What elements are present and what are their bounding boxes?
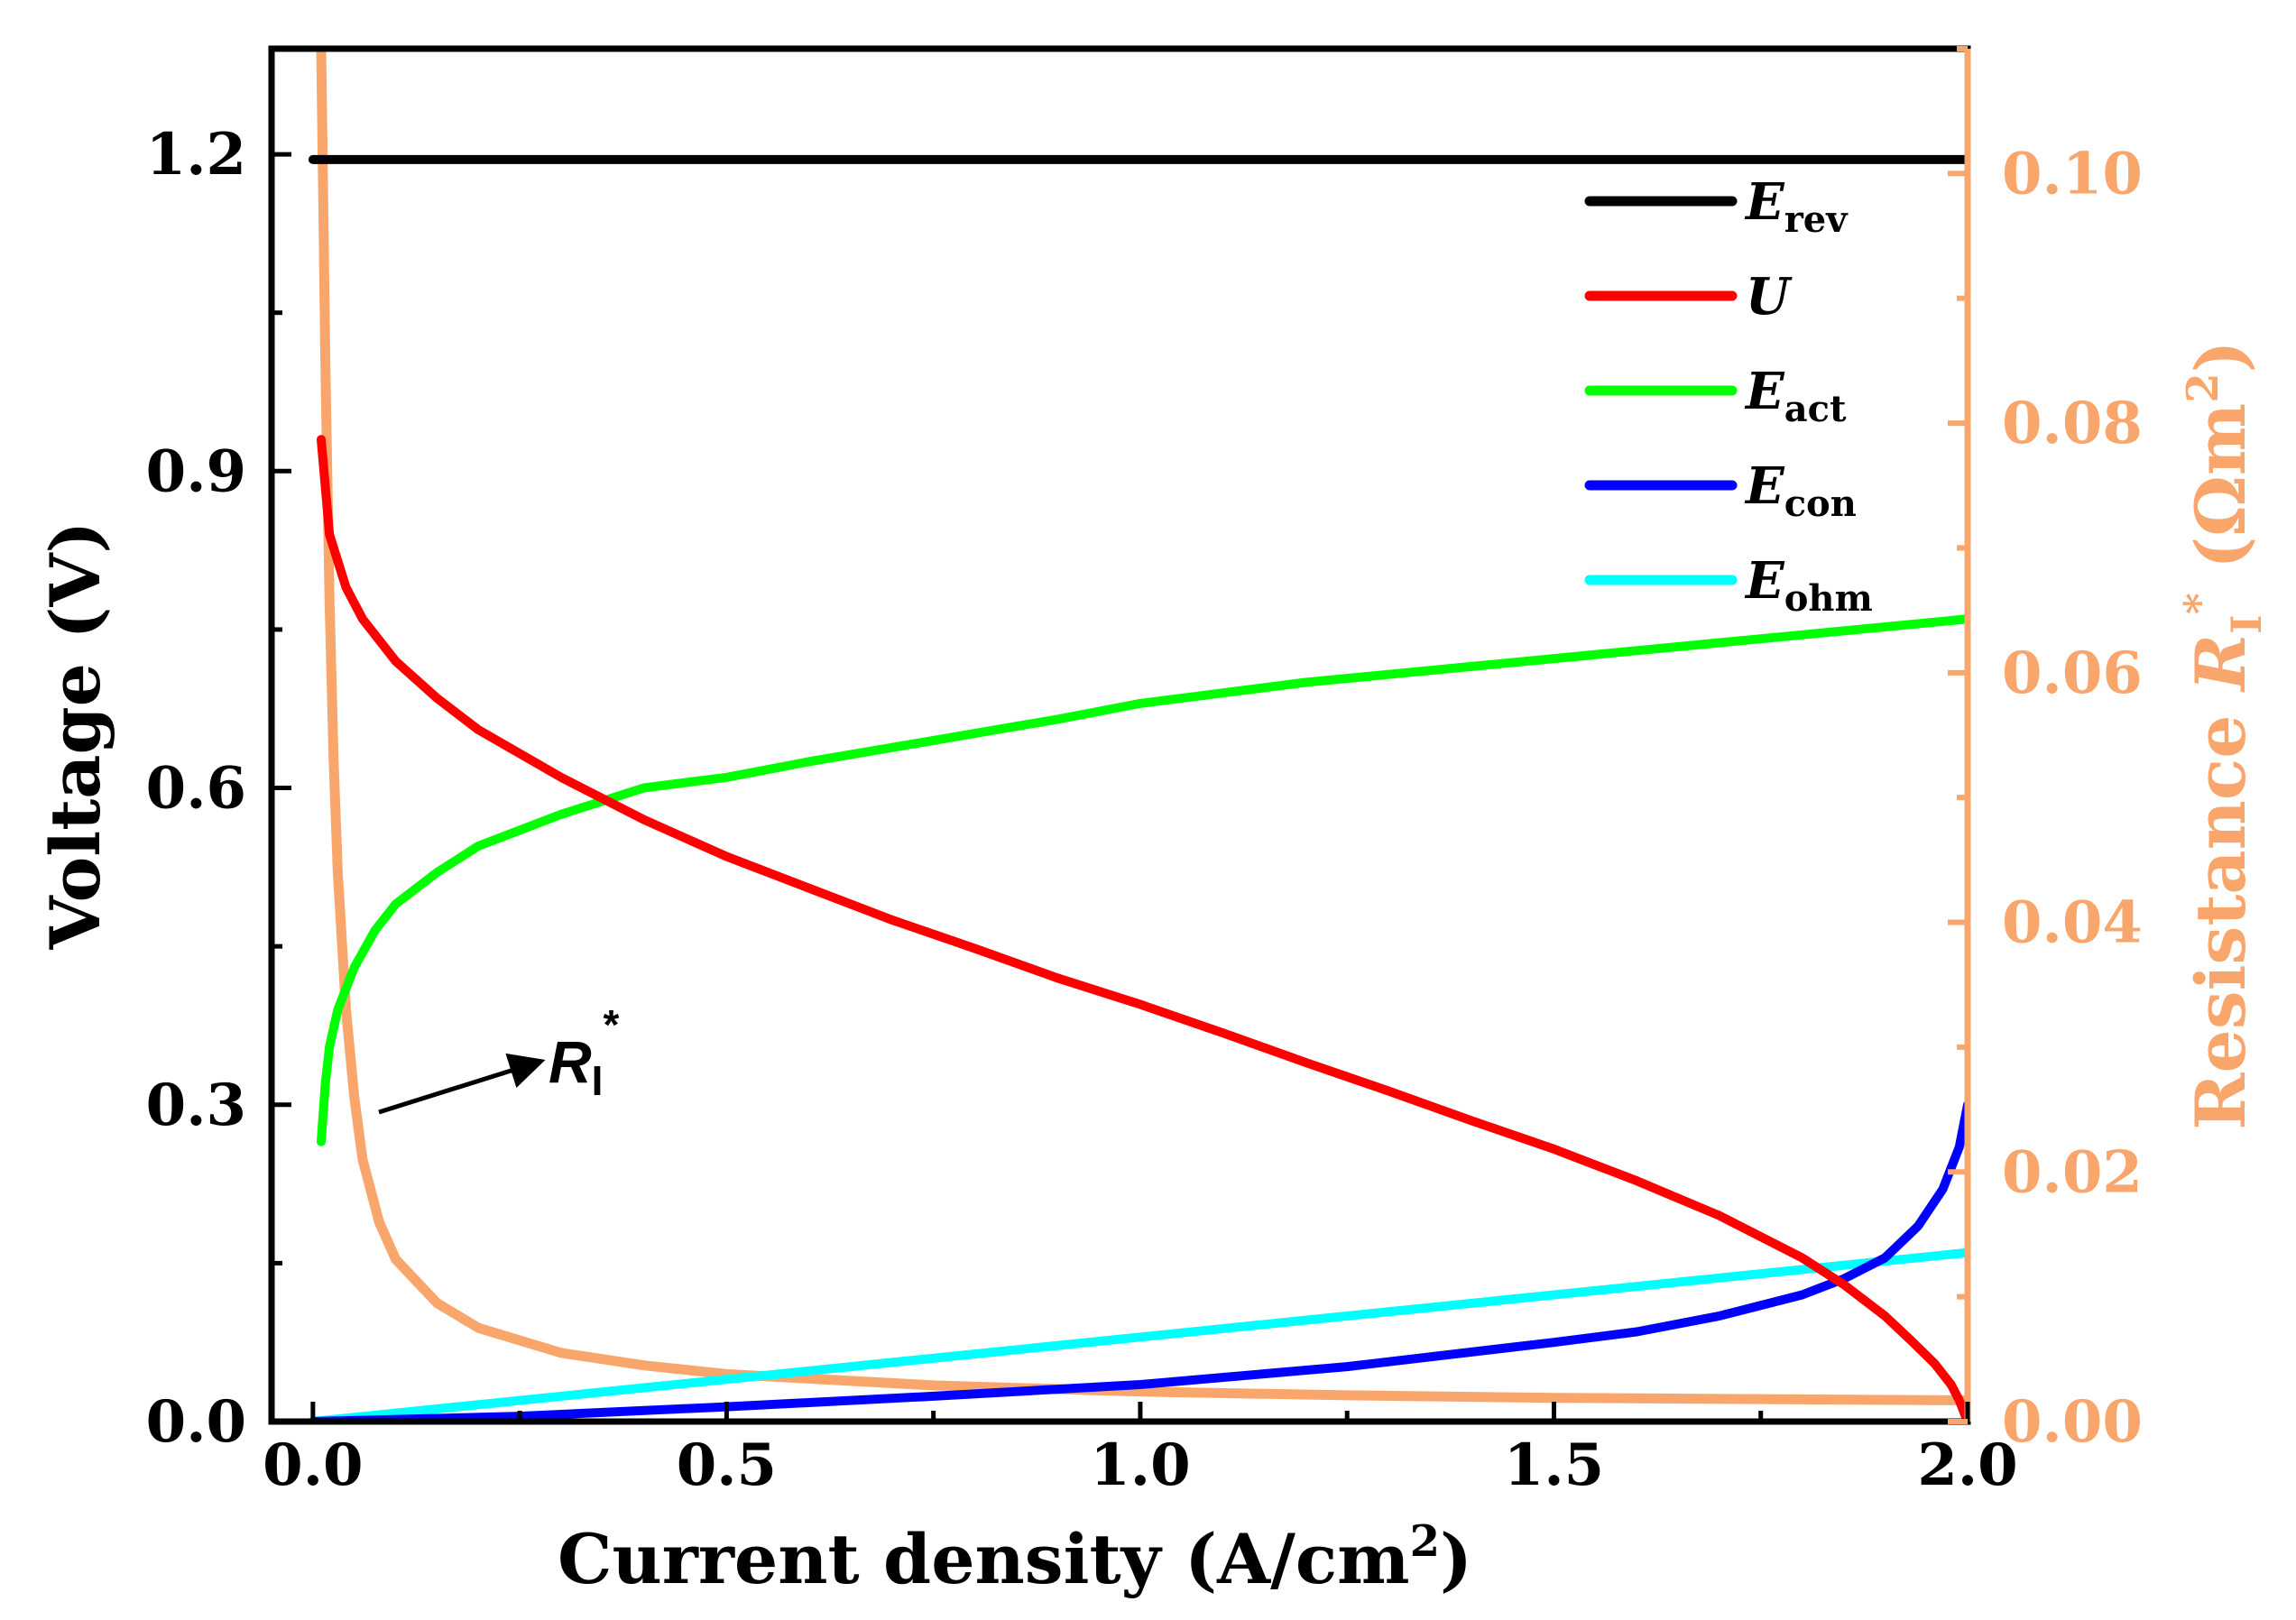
annotation-label: RI*: [549, 1001, 619, 1104]
y2-tick-label: 0.06: [2002, 640, 2143, 707]
r-annotation: RI*: [378, 1001, 619, 1115]
x-tick-label: 1.5: [1504, 1431, 1604, 1499]
legend-label-u: U: [1746, 267, 1793, 327]
x-tick-label: 0.0: [263, 1431, 363, 1499]
series-layer: [308, 49, 1968, 1422]
y2-tick-label: 0.02: [2002, 1138, 2143, 1206]
series-e-ohm-line: [308, 1247, 1968, 1422]
series-r-i-line: [316, 49, 1968, 1405]
legend-label-e-ohm: Eohm: [1744, 551, 1873, 620]
x-axis-title: Current density (A/cm2): [558, 1516, 1472, 1599]
y-axis-title: Voltage (V): [35, 521, 115, 951]
x-tick-label: 1.0: [1090, 1431, 1190, 1499]
series-u-line: [317, 435, 1968, 1422]
y-tick-label: 0.9: [146, 437, 246, 505]
legend-label-e-act: Eact: [1744, 362, 1847, 430]
y2-tick-label: 0.10: [2002, 140, 2143, 207]
y-tick-label: 0.3: [146, 1072, 246, 1139]
x-tick-label: 0.5: [677, 1431, 777, 1499]
series-e-act-line: [317, 614, 1968, 1146]
y2-tick-label: 0.00: [2002, 1388, 2143, 1456]
series-e-con-line: [308, 1100, 1968, 1422]
legend-label-e-rev: Erev: [1744, 172, 1849, 241]
x-tick-label: 2.0: [1917, 1431, 2017, 1499]
y2-tick-label: 0.04: [2002, 889, 2143, 957]
y-tick-label: 0.6: [146, 755, 246, 823]
y2-axis-title: Resistance RI* (Ωm2): [2175, 340, 2271, 1129]
x-axis-title-sup: 2: [1410, 1516, 1440, 1567]
y2-tick-label: 0.08: [2002, 390, 2143, 457]
annotation-arrow: [378, 1053, 546, 1115]
y-tick-label: 0.0: [146, 1388, 246, 1456]
ticks-layer: 0.0 0.5 1.0 1.5 2.0 0.0 0.3 0.6 0.9 1.2 0.00 0.02 0.…: [146, 46, 2143, 1499]
legend-label-e-con: Econ: [1744, 456, 1857, 525]
y-tick-label: 1.2: [146, 121, 246, 189]
legend: Erev U Eact Econ Eohm: [1584, 172, 1873, 620]
